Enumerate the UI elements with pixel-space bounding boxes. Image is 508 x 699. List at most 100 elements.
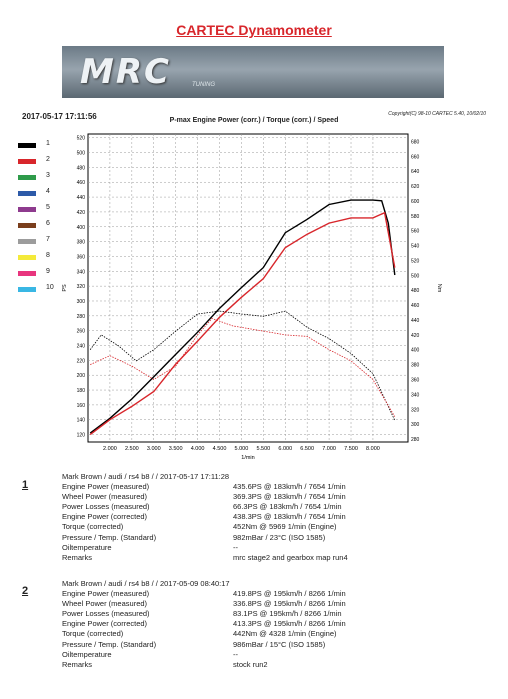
y-left-tick-label: 260 — [77, 329, 86, 335]
result-value: stock run2 — [233, 659, 268, 669]
legend-swatch — [18, 191, 36, 196]
y-right-tick-label: 520 — [411, 258, 420, 264]
result-value: -- — [233, 649, 238, 659]
x-tick-label: 3.000 — [147, 446, 161, 452]
y-left-tick-label: 180 — [77, 388, 86, 394]
result-value: 442Nm @ 4328 1/min (Engine) — [233, 629, 337, 639]
y-left-tick-label: 300 — [77, 299, 86, 305]
legend-swatch — [18, 207, 36, 212]
x-tick-label: 7.500 — [344, 446, 358, 452]
y-right-tick-label: 400 — [411, 348, 420, 354]
y-right-axis-label: Nm — [436, 284, 442, 293]
x-tick-label: 4.000 — [191, 446, 205, 452]
y-right-tick-label: 560 — [411, 229, 420, 235]
y-right-tick-label: 600 — [411, 199, 420, 205]
legend-label: 6 — [46, 220, 50, 227]
legend-label: 8 — [46, 252, 50, 259]
copyright-note: Copyright(C) 98-10 CARTEC 5.40, 10/02/10 — [388, 111, 486, 117]
y-left-tick-label: 400 — [77, 225, 86, 231]
x-tick-label: 6.500 — [300, 446, 314, 452]
y-right-tick-label: 620 — [411, 184, 420, 190]
result-row: Torque (corrected) 452Nm @ 5969 1/min (En… — [62, 522, 502, 532]
result-key: Wheel Power (measured) — [62, 599, 148, 609]
result-value: -- — [233, 542, 238, 552]
result-row: Torque (corrected) 442Nm @ 4328 1/min (En… — [62, 629, 502, 639]
y-right-tick-label: 540 — [411, 244, 420, 250]
y-left-tick-label: 140 — [77, 418, 86, 424]
result-key: Pressure / Temp. (Standard) — [62, 532, 157, 542]
legend-swatch — [18, 271, 36, 276]
y-right-tick-label: 640 — [411, 169, 420, 175]
y-left-tick-label: 280 — [77, 314, 86, 320]
x-tick-label: 7.000 — [322, 446, 336, 452]
x-tick-label: 8.000 — [366, 446, 380, 452]
legend-label: 7 — [46, 236, 50, 243]
y-right-tick-label: 580 — [411, 214, 420, 220]
legend-item: 7 — [18, 236, 78, 252]
result-row: Power Losses (measured) 83.1PS @ 195km/h … — [62, 609, 502, 619]
legend-label: 10 — [46, 284, 54, 291]
series-torque-line-4 — [90, 318, 396, 417]
run-1-header: Mark Brown / audi / rs4 b8 / / 2017-05-1… — [62, 472, 230, 481]
y-left-tick-label: 120 — [77, 433, 86, 439]
result-row: Wheel Power (measured) 336.8PS @ 195km/h … — [62, 599, 502, 609]
y-left-tick-label: 220 — [77, 358, 86, 364]
legend-label: 4 — [46, 188, 50, 195]
result-row: Engine Power (measured) 435.6PS @ 183km/h… — [62, 482, 502, 492]
legend-item: 6 — [18, 220, 78, 236]
result-value: mrc stage2 and gearbox map run4 — [233, 552, 348, 562]
result-key: Remarks — [62, 659, 93, 669]
y-left-tick-label: 440 — [77, 195, 86, 201]
series-power-line-2 — [89, 211, 396, 436]
y-left-tick-label: 160 — [77, 403, 86, 409]
result-key: Torque (corrected) — [62, 629, 124, 639]
x-tick-label: 2.000 — [103, 446, 117, 452]
result-row: Pressure / Temp. (Standard) 986mBar / 15°… — [62, 640, 502, 650]
legend-label: 9 — [46, 268, 50, 275]
result-row: Engine Power (corrected) 438.3PS @ 183km/… — [62, 512, 502, 522]
x-tick-label: 5.500 — [256, 446, 270, 452]
y-right-tick-label: 300 — [411, 422, 420, 428]
y-left-tick-label: 500 — [77, 151, 86, 157]
result-value: 438.3PS @ 183km/h / 7654 1/min — [233, 512, 346, 522]
legend-item: 8 — [18, 252, 78, 268]
plot-frame — [87, 133, 409, 443]
legend: 1 2 3 4 5 6 7 8 9 10 — [18, 140, 78, 300]
y-right-tick-label: 440 — [411, 318, 420, 324]
y-right-tick-label: 480 — [411, 288, 420, 294]
y-right-tick-label: 360 — [411, 378, 420, 384]
y-right-tick-label: 500 — [411, 273, 420, 279]
run-number-1: 1 — [22, 479, 29, 491]
legend-item: 5 — [18, 204, 78, 220]
legend-swatch — [18, 175, 36, 180]
run-number-2: 2 — [22, 585, 29, 597]
y-left-tick-label: 380 — [77, 240, 86, 246]
dyno-chart: 2.000 2.500 3.000 3.500 4.000 4.500 5.000 5.500… — [62, 133, 442, 461]
y-right-tick-label: 280 — [411, 437, 420, 443]
y-right-tick-label: 420 — [411, 333, 420, 339]
result-row: Pressure / Temp. (Standard) 982mBar / 23°… — [62, 533, 502, 543]
result-key: Engine Power (corrected) — [62, 512, 148, 522]
legend-swatch — [18, 159, 36, 164]
chart-title: P-max Engine Power (corr.) / Torque (cor… — [169, 117, 339, 124]
result-row: Oiltemperature -- — [62, 543, 502, 553]
result-key: Wheel Power (measured) — [62, 492, 148, 502]
run-2-rows: Engine Power (measured) 419.8PS @ 195km/h… — [62, 589, 502, 670]
y-right-tick-label: 340 — [411, 392, 420, 398]
legend-swatch — [18, 223, 36, 228]
result-value: 452Nm @ 5969 1/min (Engine) — [233, 522, 337, 532]
result-value: 982mBar / 23°C (ISO 1585) — [233, 532, 326, 542]
run-2-block: Mark Brown / audi / rs4 b8 / / 2017-05-0… — [62, 579, 502, 670]
y-left-axis-label: PS — [62, 284, 68, 292]
legend-item: 10 — [18, 284, 78, 300]
legend-item: 2 — [18, 156, 78, 172]
result-row: Power Losses (measured) 66.3PS @ 183km/h … — [62, 502, 502, 512]
result-row: Wheel Power (measured) 369.3PS @ 183km/h … — [62, 492, 502, 502]
x-tick-label: 6.000 — [278, 446, 292, 452]
result-value: 413.3PS @ 195km/h / 8266 1/min — [233, 619, 346, 629]
legend-swatch — [18, 239, 36, 244]
y-right-tick-label: 460 — [411, 303, 420, 309]
result-row: Oiltemperature -- — [62, 650, 502, 660]
brand-logo-sub: TUNING — [192, 82, 215, 88]
result-row: Remarks stock run2 — [62, 660, 502, 670]
